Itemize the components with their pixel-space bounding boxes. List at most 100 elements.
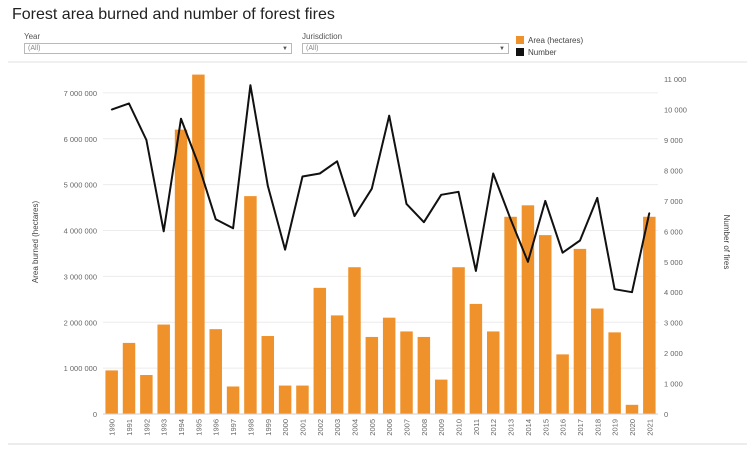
number-point[interactable]: [440, 194, 443, 196]
y-right-tick-label: 2 000: [664, 349, 683, 358]
y-right-tick-label: 11 000: [664, 75, 686, 84]
x-tick-label: 2019: [611, 419, 620, 436]
bar[interactable]: [643, 216, 656, 414]
number-point[interactable]: [353, 215, 356, 217]
number-point[interactable]: [214, 218, 217, 220]
y-right-tick-label: 4 000: [664, 288, 683, 297]
legend-item-number[interactable]: Number: [516, 46, 583, 58]
x-tick-label: 2011: [472, 419, 481, 435]
number-point[interactable]: [145, 139, 148, 141]
chevron-down-icon: ▼: [282, 46, 288, 52]
number-point[interactable]: [371, 187, 373, 190]
number-point[interactable]: [266, 184, 269, 187]
bar[interactable]: [313, 287, 327, 414]
bar[interactable]: [174, 129, 188, 415]
number-point[interactable]: [284, 248, 286, 251]
number-point[interactable]: [648, 212, 651, 214]
number-point[interactable]: [544, 200, 547, 202]
legend-number-label: Number: [528, 47, 557, 57]
number-point[interactable]: [197, 163, 200, 166]
number-point[interactable]: [110, 108, 113, 111]
number-line[interactable]: [111, 84, 651, 294]
number-point[interactable]: [579, 239, 581, 242]
x-tick-label: 2015: [541, 419, 550, 436]
number-point[interactable]: [423, 221, 425, 224]
x-tick-label: 2012: [489, 419, 498, 436]
bar[interactable]: [486, 331, 500, 414]
x-tick-label: 2020: [628, 419, 637, 436]
number-point[interactable]: [318, 172, 321, 175]
bar[interactable]: [192, 74, 205, 414]
bar[interactable]: [625, 404, 639, 414]
number-point[interactable]: [249, 84, 252, 87]
x-tick-label: 1992: [142, 419, 151, 436]
y-right-tick-label: 9 000: [664, 136, 683, 145]
number-point[interactable]: [561, 251, 564, 254]
y-left-tick-label: 2 000 000: [64, 318, 97, 327]
number-point[interactable]: [631, 291, 633, 294]
year-filter-select[interactable]: (All) ▼: [24, 43, 292, 54]
x-tick-label: 2010: [455, 419, 464, 436]
year-filter-value: (All): [28, 45, 41, 52]
bar[interactable]: [140, 375, 153, 414]
x-tick-label: 2005: [368, 419, 377, 436]
legend-item-area[interactable]: Area (hectares): [516, 34, 583, 46]
bar[interactable]: [330, 315, 344, 414]
number-point[interactable]: [527, 260, 529, 263]
x-tick-label: 2009: [437, 419, 446, 436]
number-point[interactable]: [128, 102, 130, 105]
bar[interactable]: [573, 248, 587, 414]
y-right-tick-label: 10 000: [664, 106, 687, 115]
number-point[interactable]: [388, 114, 390, 117]
number-point[interactable]: [336, 160, 338, 163]
y-right-tick-label: 1 000: [664, 380, 683, 389]
number-point[interactable]: [405, 203, 408, 205]
bar[interactable]: [278, 385, 292, 414]
number-point[interactable]: [475, 270, 477, 272]
bar[interactable]: [521, 205, 535, 414]
bar[interactable]: [226, 386, 240, 414]
number-point[interactable]: [492, 172, 495, 175]
bar[interactable]: [452, 267, 465, 414]
bar[interactable]: [209, 329, 222, 414]
bar[interactable]: [469, 303, 483, 414]
bar[interactable]: [105, 370, 118, 414]
bar[interactable]: [539, 235, 552, 414]
number-point[interactable]: [457, 190, 460, 193]
number-point[interactable]: [180, 117, 182, 120]
jurisdiction-filter-label: Jurisdiction: [302, 32, 343, 41]
y-right-tick-label: 0: [664, 410, 668, 419]
bar[interactable]: [348, 267, 361, 414]
number-point[interactable]: [509, 218, 512, 220]
bar[interactable]: [504, 216, 517, 414]
bar[interactable]: [591, 308, 604, 414]
number-point[interactable]: [301, 175, 304, 178]
bar[interactable]: [382, 317, 396, 414]
y-left-tick-label: 6 000 000: [64, 135, 97, 144]
bar[interactable]: [365, 336, 379, 414]
area-swatch-icon: [516, 36, 524, 44]
number-point[interactable]: [162, 230, 165, 233]
chart-legend: Area (hectares) Number: [516, 34, 583, 58]
x-tick-label: 1998: [246, 419, 255, 436]
bar[interactable]: [400, 331, 413, 414]
y-left-tick-label: 4 000 000: [64, 227, 97, 236]
bar[interactable]: [556, 354, 569, 414]
bar[interactable]: [434, 379, 448, 414]
bar[interactable]: [122, 342, 136, 414]
x-tick-label: 2002: [316, 419, 325, 436]
x-tick-label: 1999: [264, 419, 273, 436]
number-point[interactable]: [232, 227, 234, 230]
jurisdiction-filter-select[interactable]: (All) ▼: [302, 43, 509, 54]
bar[interactable]: [608, 332, 621, 414]
number-point[interactable]: [613, 288, 616, 290]
bar[interactable]: [296, 385, 309, 414]
bar[interactable]: [157, 324, 170, 414]
x-tick-label: 1991: [125, 419, 134, 436]
x-tick-label: 2003: [333, 419, 342, 436]
bar[interactable]: [261, 336, 275, 414]
bar[interactable]: [244, 196, 257, 414]
number-point[interactable]: [596, 197, 599, 199]
x-tick-label: 1994: [177, 419, 186, 436]
bar[interactable]: [417, 336, 431, 414]
